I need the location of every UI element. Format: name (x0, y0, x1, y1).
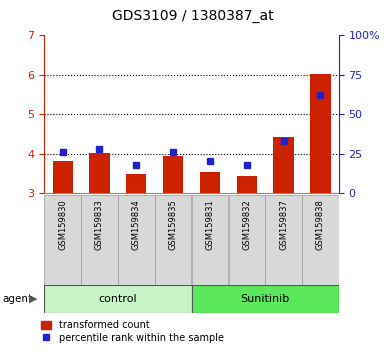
Bar (200, 172, 220, 193)
Bar (265, 195, 302, 285)
Text: GSM159831: GSM159831 (206, 199, 214, 250)
Bar (163, 156, 183, 193)
Text: agent: agent (2, 294, 32, 304)
Bar (44, 285, 192, 313)
Bar (53, 161, 73, 193)
Legend: transformed count, percentile rank within the sample: transformed count, percentile rank withi… (42, 320, 224, 343)
Text: control: control (99, 294, 137, 304)
Text: ▶: ▶ (28, 294, 37, 304)
Bar (155, 195, 191, 285)
Bar (192, 285, 339, 313)
Bar (44, 195, 81, 285)
Text: GSM159834: GSM159834 (132, 199, 141, 250)
Text: GSM159833: GSM159833 (95, 199, 104, 250)
Bar (229, 195, 265, 285)
Bar (118, 195, 154, 285)
Bar (89, 153, 110, 193)
Bar (302, 195, 339, 285)
Bar (310, 74, 330, 193)
Text: GSM159837: GSM159837 (279, 199, 288, 250)
Text: GSM159830: GSM159830 (58, 199, 67, 250)
Text: GDS3109 / 1380387_at: GDS3109 / 1380387_at (112, 9, 273, 23)
Bar (81, 195, 118, 285)
Text: GSM159838: GSM159838 (316, 199, 325, 250)
Text: GSM159832: GSM159832 (242, 199, 251, 250)
Bar (192, 195, 228, 285)
Text: GSM159835: GSM159835 (169, 199, 177, 250)
Bar (273, 137, 294, 193)
Text: Sunitinib: Sunitinib (241, 294, 290, 304)
Bar (237, 176, 257, 193)
Bar (126, 175, 146, 193)
